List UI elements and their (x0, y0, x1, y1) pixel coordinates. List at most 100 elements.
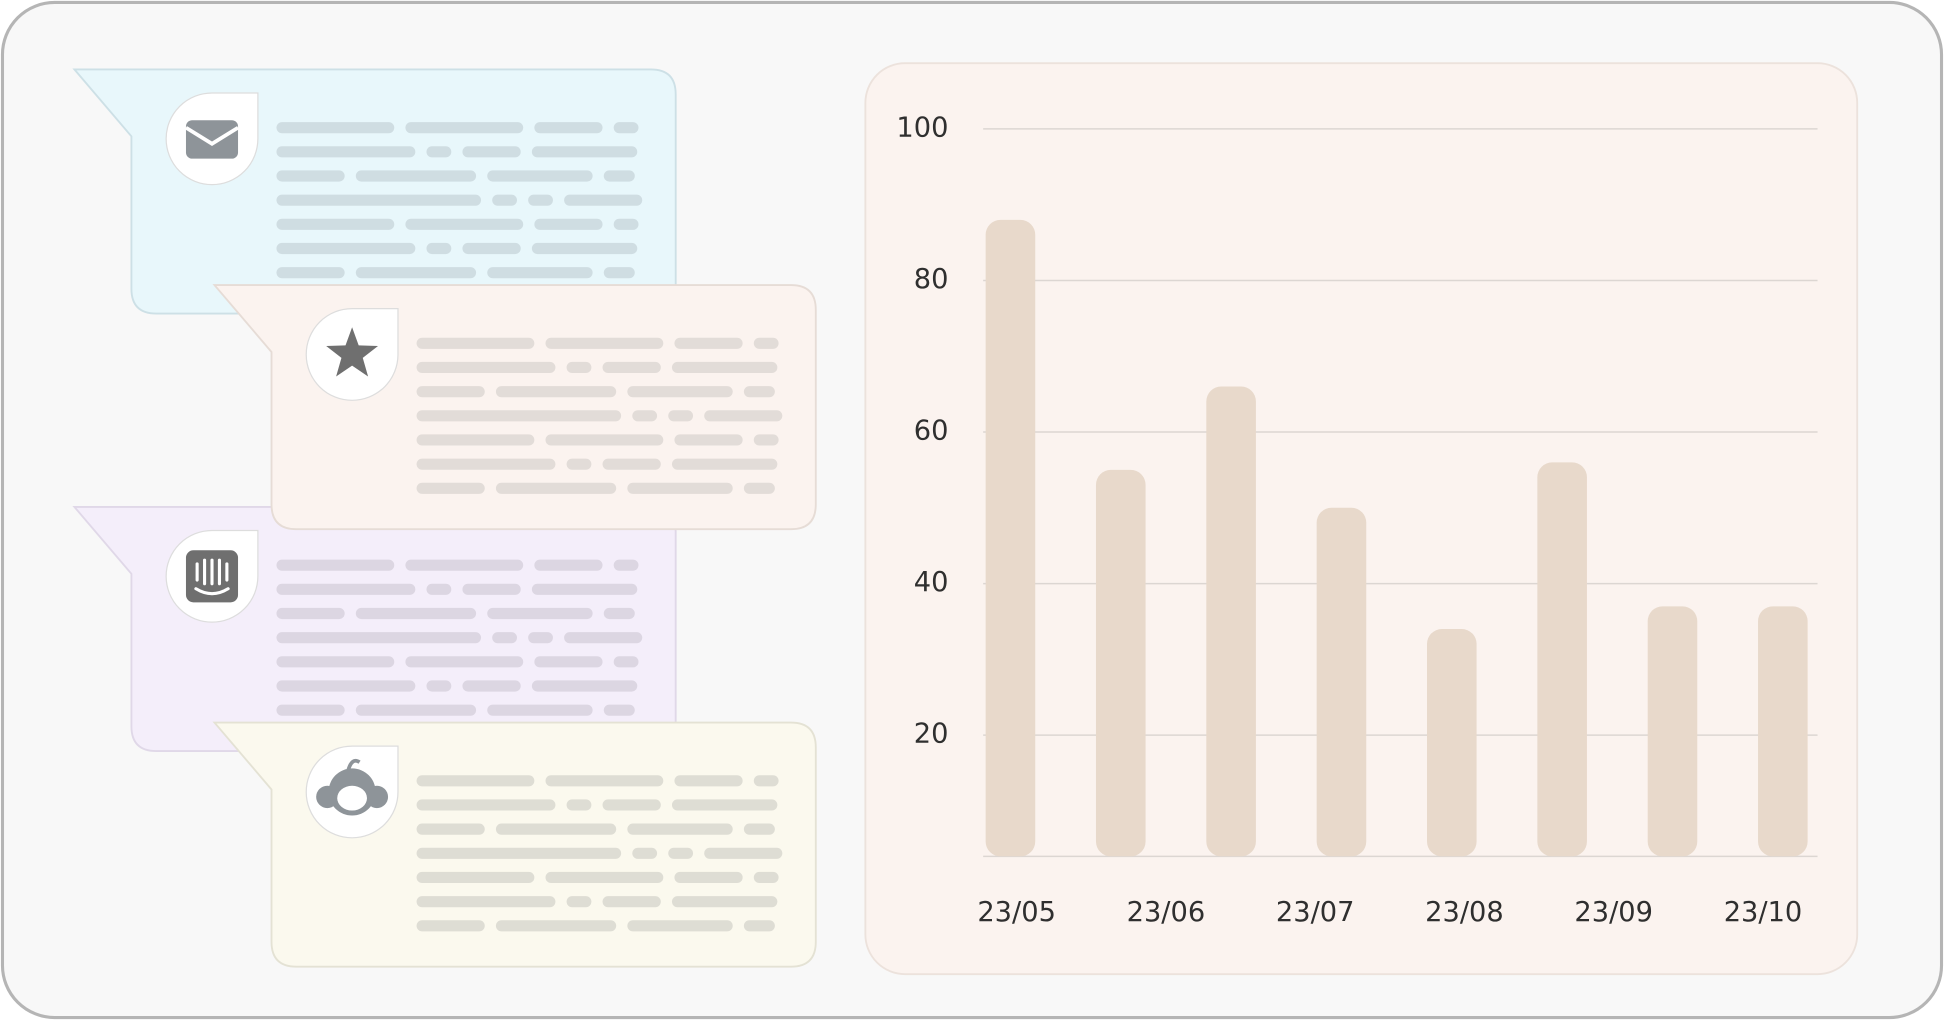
text-placeholder (405, 656, 524, 668)
text-placeholder (495, 482, 617, 494)
message-bubble (212, 721, 817, 968)
text-placeholder (668, 410, 694, 422)
text-placeholder (602, 799, 661, 811)
text-placeholder (462, 583, 521, 595)
text-placeholder (704, 847, 783, 859)
text-placeholder (416, 847, 622, 859)
text-placeholder (405, 218, 524, 230)
text-placeholder (534, 656, 603, 668)
text-placeholder (487, 267, 593, 279)
text-placeholder (603, 170, 635, 182)
text-placeholder (492, 194, 517, 206)
text-placeholder (416, 823, 485, 835)
text-placeholder (462, 680, 521, 692)
y-tick-label: 40 (914, 567, 949, 598)
text-placeholder (566, 458, 592, 470)
text-placeholder (627, 823, 733, 835)
text-placeholder (487, 170, 593, 182)
text-placeholder (405, 559, 524, 571)
bar (985, 219, 1036, 857)
text-placeholder (545, 434, 664, 446)
text-placeholder (531, 680, 638, 692)
text-placeholder (627, 386, 733, 398)
star-icon (326, 327, 379, 377)
text-placeholder (613, 656, 639, 668)
bar (1647, 606, 1698, 857)
text-placeholder (743, 920, 775, 932)
text-placeholder (743, 823, 775, 835)
text-placeholder (674, 434, 743, 446)
text-placeholder (426, 583, 452, 595)
bar (1758, 606, 1808, 857)
text-placeholder (531, 242, 638, 255)
bar (1427, 629, 1477, 857)
text-placeholder (416, 799, 556, 811)
intercom-smile (194, 587, 230, 596)
x-tick-label: 23/06 (1127, 897, 1206, 928)
text-placeholder (671, 896, 778, 908)
x-tick-label: 23/10 (1724, 897, 1803, 928)
x-tick-label: 23/07 (1276, 897, 1355, 928)
mail-icon (185, 120, 239, 159)
text-placeholder (704, 410, 783, 422)
text-placeholder (495, 386, 617, 398)
text-placeholder (416, 871, 535, 884)
text-placeholder (531, 146, 638, 158)
text-placeholder (743, 386, 775, 398)
text-placeholder (487, 607, 593, 620)
text-placeholder (545, 337, 664, 349)
bar-chart: 20 40 60 80 100 23/05 23/06 23/07 23/08 23/09 23/1… (896, 112, 1818, 928)
text-placeholder (602, 458, 661, 470)
bar (1095, 469, 1146, 857)
y-tick-label: 100 (896, 112, 948, 143)
message-stack (72, 68, 817, 968)
text-placeholder (276, 170, 345, 182)
text-placeholder (603, 607, 635, 620)
message-bubble (72, 505, 677, 752)
x-tick-label: 23/08 (1425, 897, 1504, 928)
text-placeholder (416, 482, 485, 494)
text-placeholder (495, 823, 617, 835)
text-placeholder (613, 122, 639, 134)
text-placeholder (564, 194, 643, 206)
text-placeholder (753, 434, 779, 446)
text-placeholder (566, 896, 592, 908)
text-placeholder (416, 337, 535, 349)
text-placeholder (416, 434, 535, 446)
text-placeholder (753, 337, 779, 349)
text-placeholder (276, 194, 482, 206)
text-placeholder (753, 871, 779, 884)
text-placeholder (671, 361, 778, 374)
text-placeholder (276, 218, 395, 230)
text-placeholder (534, 559, 603, 571)
text-placeholder (671, 799, 778, 811)
message-bubble (212, 284, 817, 531)
text-placeholder (487, 704, 593, 716)
text-placeholder (462, 242, 521, 255)
text-placeholder (668, 847, 694, 859)
message-bubble (72, 68, 677, 315)
text-placeholder (627, 920, 733, 932)
text-placeholder (674, 871, 743, 884)
text-placeholder (416, 410, 622, 422)
x-tick-label: 23/05 (977, 897, 1056, 928)
text-placeholder (603, 704, 635, 716)
text-placeholder (534, 218, 603, 230)
text-placeholder (627, 482, 733, 494)
text-placeholder (534, 122, 603, 134)
text-placeholder (416, 920, 485, 932)
y-tick-label: 20 (914, 719, 949, 750)
text-placeholder (416, 458, 556, 470)
text-placeholder (602, 896, 661, 908)
bar (1316, 507, 1367, 857)
text-placeholder (545, 775, 664, 787)
text-placeholder (603, 267, 635, 279)
text-placeholder (743, 482, 775, 494)
text-placeholder (276, 122, 395, 134)
text-placeholder (632, 847, 658, 859)
text-placeholder (462, 146, 521, 158)
text-placeholder (416, 775, 535, 787)
text-placeholder (405, 122, 524, 134)
text-placeholder (674, 775, 743, 787)
